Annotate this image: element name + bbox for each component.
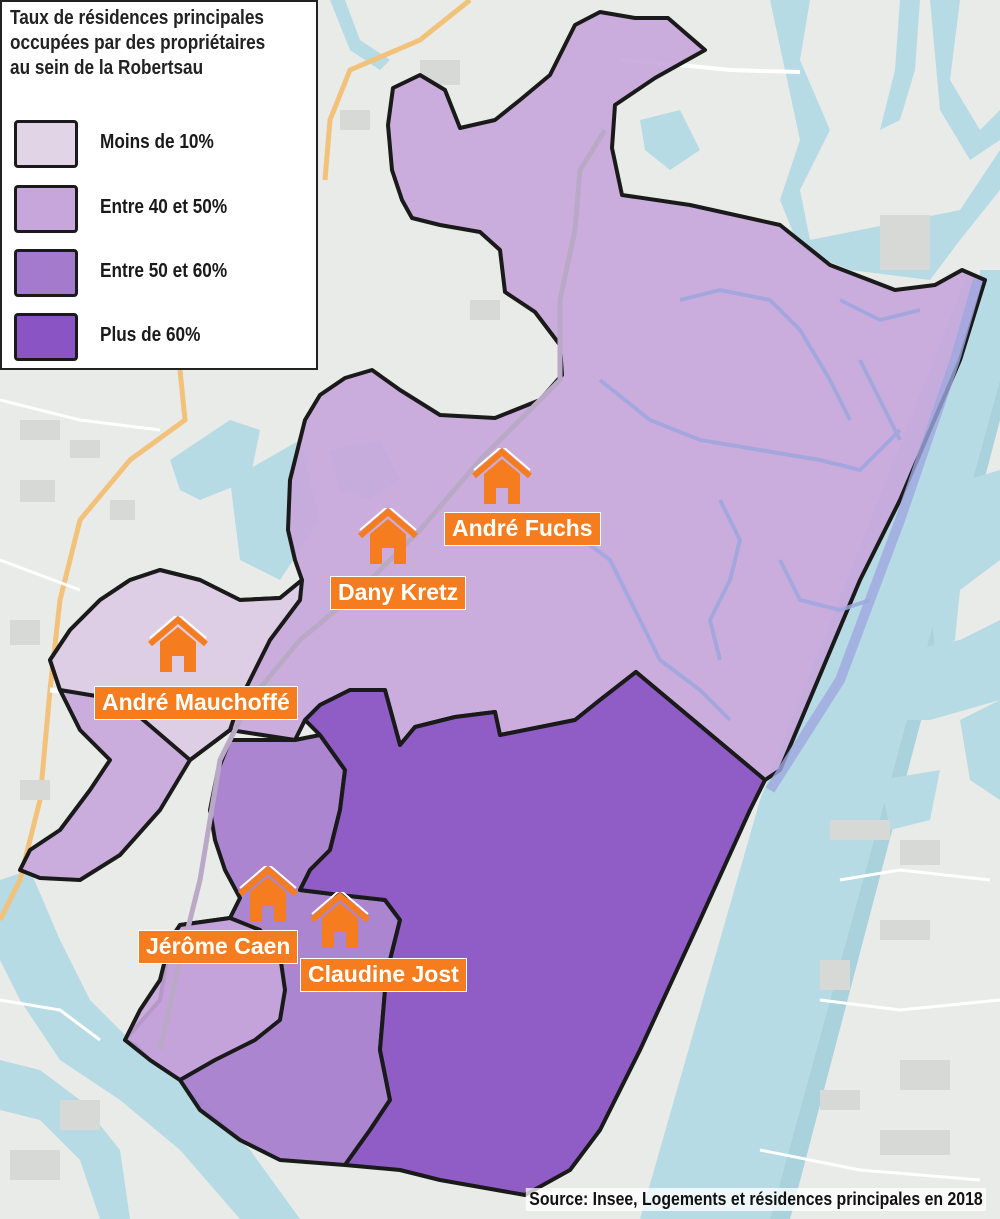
house-icon[interactable] [236, 866, 300, 926]
source-caption: Source: Insee, Logements et résidences p… [525, 1188, 986, 1211]
house-icon[interactable] [308, 892, 372, 952]
marker-label-jerome-caen[interactable]: Jérôme Caen [138, 930, 299, 964]
legend: Taux de résidences principales occupées … [0, 0, 318, 370]
legend-title: Taux de résidences principales occupées … [10, 6, 268, 81]
marker-label-dany-kretz[interactable]: Dany Kretz [330, 576, 467, 610]
marker-label-claudine-jost[interactable]: Claudine Jost [300, 958, 467, 992]
legend-swatch [14, 249, 78, 297]
building-layer [10, 60, 950, 1180]
legend-title-line: Taux de résidences principales [10, 7, 264, 29]
legend-swatch [14, 120, 78, 168]
legend-swatch [14, 185, 78, 233]
legend-label: Entre 40 et 50% [100, 196, 228, 218]
district-northwest [48, 568, 304, 762]
legend-title-line: au sein de la Robertsau [10, 57, 204, 79]
marker-label-andre-fuchs[interactable]: André Fuchs [444, 512, 601, 546]
canal-line [765, 278, 983, 793]
legend-swatch [14, 313, 78, 361]
house-icon[interactable] [470, 448, 534, 508]
house-icon[interactable] [146, 616, 210, 676]
legend-label: Entre 50 et 60% [100, 260, 228, 282]
main-road-line [157, 128, 608, 1051]
legend-title-line: occupées par des propriétaires [10, 32, 266, 54]
house-icon[interactable] [356, 508, 420, 568]
district-southeast [298, 670, 767, 1197]
stream-layer [568, 287, 921, 722]
district-layer [18, 10, 987, 1197]
marker-label-andre-mauchoffe[interactable]: André Mauchoffé [94, 686, 298, 720]
district-north [18, 10, 987, 882]
legend-label: Moins de 10% [100, 131, 214, 153]
legend-label: Plus de 60% [100, 324, 201, 346]
